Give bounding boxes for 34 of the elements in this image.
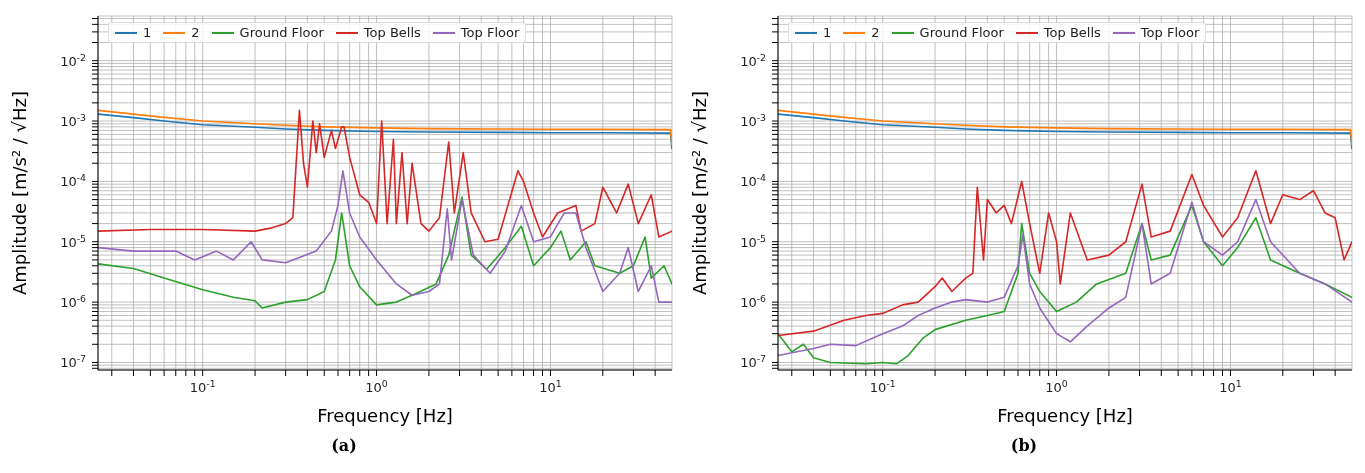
x-tick-label: 10$^{1}$ — [539, 377, 562, 395]
y-tick-label: 10$^{-5}$ — [740, 232, 767, 250]
text: (b) — [1009, 436, 1039, 455]
y-tick-label: 10$^{-6}$ — [60, 292, 87, 311]
y-axis-title: Amplitude [m/s² / √Hz] — [689, 90, 711, 296]
y-axis-title: Amplitude [m/s² / √Hz] — [9, 90, 31, 296]
y-tick-label: 10$^{-5}$ — [60, 232, 87, 250]
legend-label: Ground Floor — [919, 25, 1004, 40]
x-tick-label: 10$^{-1}$ — [189, 377, 216, 395]
x-axis-title: Frequency [Hz] — [317, 405, 453, 426]
legend-label: Ground Floor — [239, 25, 324, 40]
y-tick-label: 10$^{-7}$ — [740, 352, 767, 371]
y-tick-label: 10$^{-2}$ — [60, 51, 87, 69]
y-tick-label: 10$^{-7}$ — [60, 352, 87, 371]
y-tick-label: 10$^{-3}$ — [60, 111, 87, 130]
x-tick-label: 10$^{1}$ — [1219, 377, 1242, 395]
legend-label: Top Floor — [1140, 25, 1200, 40]
text: (a) — [330, 436, 358, 455]
legend-label: Top Floor — [460, 25, 520, 40]
y-tick-label: 10$^{-4}$ — [740, 171, 767, 190]
legend-label: 1 — [823, 25, 832, 40]
x-axis-title: Frequency [Hz] — [997, 405, 1133, 426]
y-tick-label: 10$^{-3}$ — [740, 111, 767, 130]
legend-label: 1 — [143, 25, 152, 40]
legend-label: Top Bells — [1043, 25, 1101, 40]
legend-label: 2 — [871, 25, 880, 40]
legend-label: 2 — [191, 25, 200, 40]
legend-label: Top Bells — [363, 25, 421, 40]
x-tick-label: 10$^{-1}$ — [869, 377, 896, 395]
y-tick-label: 10$^{-4}$ — [60, 171, 87, 190]
y-tick-label: 10$^{-6}$ — [740, 292, 767, 311]
x-tick-label: 10$^{0}$ — [1045, 377, 1068, 395]
x-tick-label: 10$^{0}$ — [365, 377, 388, 395]
y-tick-label: 10$^{-2}$ — [740, 51, 767, 69]
